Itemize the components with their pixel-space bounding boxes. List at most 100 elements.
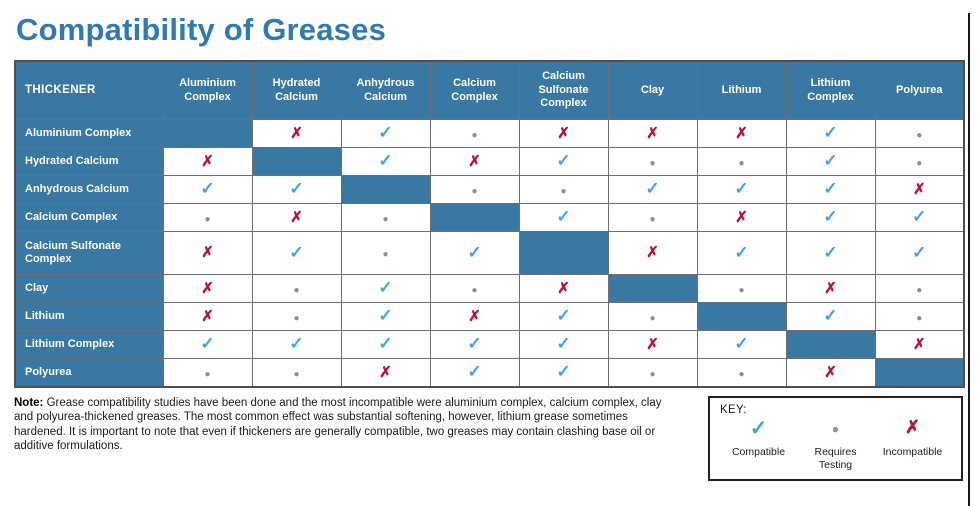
key-item: ● Requires Testing [797, 418, 874, 471]
x-icon: ✗ [904, 417, 921, 438]
compat-cell [696, 302, 787, 332]
table-row: Calcium Complex ● ✗ ● ✓ ● ✗ ✓ ✓ [14, 203, 965, 233]
check-icon: ✓ [378, 334, 393, 354]
x-icon: ✗ [379, 363, 392, 381]
key-item-label: Incompatible [882, 446, 943, 459]
key-box: KEY: ✓ Compatible ● Requires Testing ✗ Incomp… [708, 396, 963, 482]
x-icon: ✗ [912, 180, 926, 198]
compat-cell: ✗ [696, 203, 787, 233]
x-icon: ✗ [201, 279, 214, 297]
compat-cell: ✓ [518, 203, 609, 233]
compat-cell: ✓ [518, 302, 609, 332]
compat-cell: ✓ [340, 147, 431, 177]
compat-cell: ✓ [785, 231, 876, 276]
check-icon: ✓ [200, 334, 215, 354]
check-icon: ✓ [912, 242, 927, 262]
row-header: Calcium Sulfonate Complex [14, 231, 164, 276]
compat-cell [251, 147, 342, 177]
row-header: Aluminium Complex [14, 119, 164, 149]
dot-icon: ● [738, 157, 745, 169]
compat-cell: ✓ [874, 231, 965, 276]
column-header: Clay [607, 60, 698, 121]
compat-cell: ✓ [340, 302, 431, 332]
compat-cell: ✓ [696, 330, 787, 360]
check-icon: ✓ [823, 207, 838, 227]
header-row: THICKENER Aluminium Complex Hydrated Calci… [14, 60, 965, 121]
compat-cell: ✓ [518, 358, 609, 388]
check-icon: ✓ [467, 242, 482, 262]
x-icon: ✗ [468, 152, 481, 170]
x-icon: ✗ [557, 124, 570, 142]
compat-cell: ● [607, 203, 698, 233]
compat-cell: ✓ [785, 175, 876, 205]
check-icon: ✓ [823, 306, 838, 326]
check-icon: ✓ [289, 334, 304, 354]
dot-icon: ● [649, 312, 656, 324]
dot-icon: ● [382, 213, 389, 225]
check-icon: ✓ [378, 278, 393, 298]
dot-icon: ● [293, 284, 300, 296]
x-icon: ✗ [646, 244, 659, 262]
column-header: Calcium Sulfonate Complex [518, 60, 609, 121]
column-header: Anhydrous Calcium [340, 60, 431, 121]
compat-cell: ✗ [162, 231, 253, 276]
dot-icon: ● [471, 284, 478, 296]
page-title: Compatibility of Greases [16, 12, 387, 47]
check-icon: ✓ [556, 362, 571, 382]
check-icon: ✓ [734, 334, 749, 354]
row-header: Anhydrous Calcium [14, 175, 164, 205]
table-row: Anhydrous Calcium ✓ ✓ ● ● ✓ ✓ ✓ ✗ [14, 175, 965, 205]
compat-cell: ✗ [162, 147, 253, 177]
row-header: Polyurea [14, 358, 164, 388]
check-icon: ✓ [556, 306, 571, 326]
x-icon: ✗ [912, 335, 926, 353]
compat-cell: ● [607, 358, 698, 388]
compat-cell: ● [874, 302, 965, 332]
x-icon: ✗ [290, 124, 303, 142]
x-icon: ✗ [735, 124, 748, 142]
compat-cell: ✓ [785, 203, 876, 233]
compat-cell [162, 119, 253, 149]
compat-cell: ✓ [696, 231, 787, 276]
note-body: Grease compatibility studies have been d… [14, 397, 662, 452]
x-icon: ✗ [201, 244, 214, 262]
compat-cell: ✗ [162, 274, 253, 304]
compat-cell: ✓ [518, 330, 609, 360]
check-icon: ✓ [556, 334, 571, 354]
compat-cell: ● [874, 274, 965, 304]
compat-cell: ● [696, 147, 787, 177]
dot-icon: ● [738, 284, 745, 296]
corner-header-thickener: THICKENER [14, 60, 164, 121]
key-item-label: Requires Testing [814, 446, 857, 471]
dot-icon: ● [293, 312, 300, 324]
compatibility-table: THICKENER Aluminium Complex Hydrated Calci… [14, 60, 965, 389]
row-header: Lithium Complex [14, 330, 164, 360]
x-icon: ✗ [646, 124, 659, 142]
row-header: Clay [14, 274, 164, 304]
compat-cell: ✓ [251, 175, 342, 205]
compat-cell: ✗ [162, 302, 253, 332]
dot-icon: ● [649, 213, 656, 225]
dot-icon: ● [916, 284, 923, 296]
compat-cell: ✗ [874, 330, 965, 360]
compat-cell: ● [429, 274, 520, 304]
compat-cell: ● [518, 175, 609, 205]
footer-area: Note: Grease compatibility studies have … [14, 396, 963, 482]
compat-cell: ✗ [251, 203, 342, 233]
table-row: Polyurea ● ● ✗ ✓ ✓ ● ● ✗ [14, 358, 965, 388]
row-header: Hydrated Calcium [14, 147, 164, 177]
x-icon: ✗ [735, 208, 748, 226]
compat-cell: ✗ [785, 358, 876, 388]
compat-cell [874, 358, 965, 388]
compat-cell [785, 330, 876, 360]
compat-cell: ✓ [340, 274, 431, 304]
dot-icon: ● [916, 129, 923, 141]
compat-cell: ✓ [162, 330, 253, 360]
dot-icon: ● [382, 249, 389, 261]
compat-cell: ✗ [429, 147, 520, 177]
compat-cell: ● [874, 147, 965, 177]
x-icon: ✗ [824, 363, 837, 381]
key-items: ✓ Compatible ● Requires Testing ✗ Incompatibl… [720, 418, 951, 471]
x-icon: ✗ [290, 208, 303, 226]
check-icon: ✓ [467, 334, 482, 354]
